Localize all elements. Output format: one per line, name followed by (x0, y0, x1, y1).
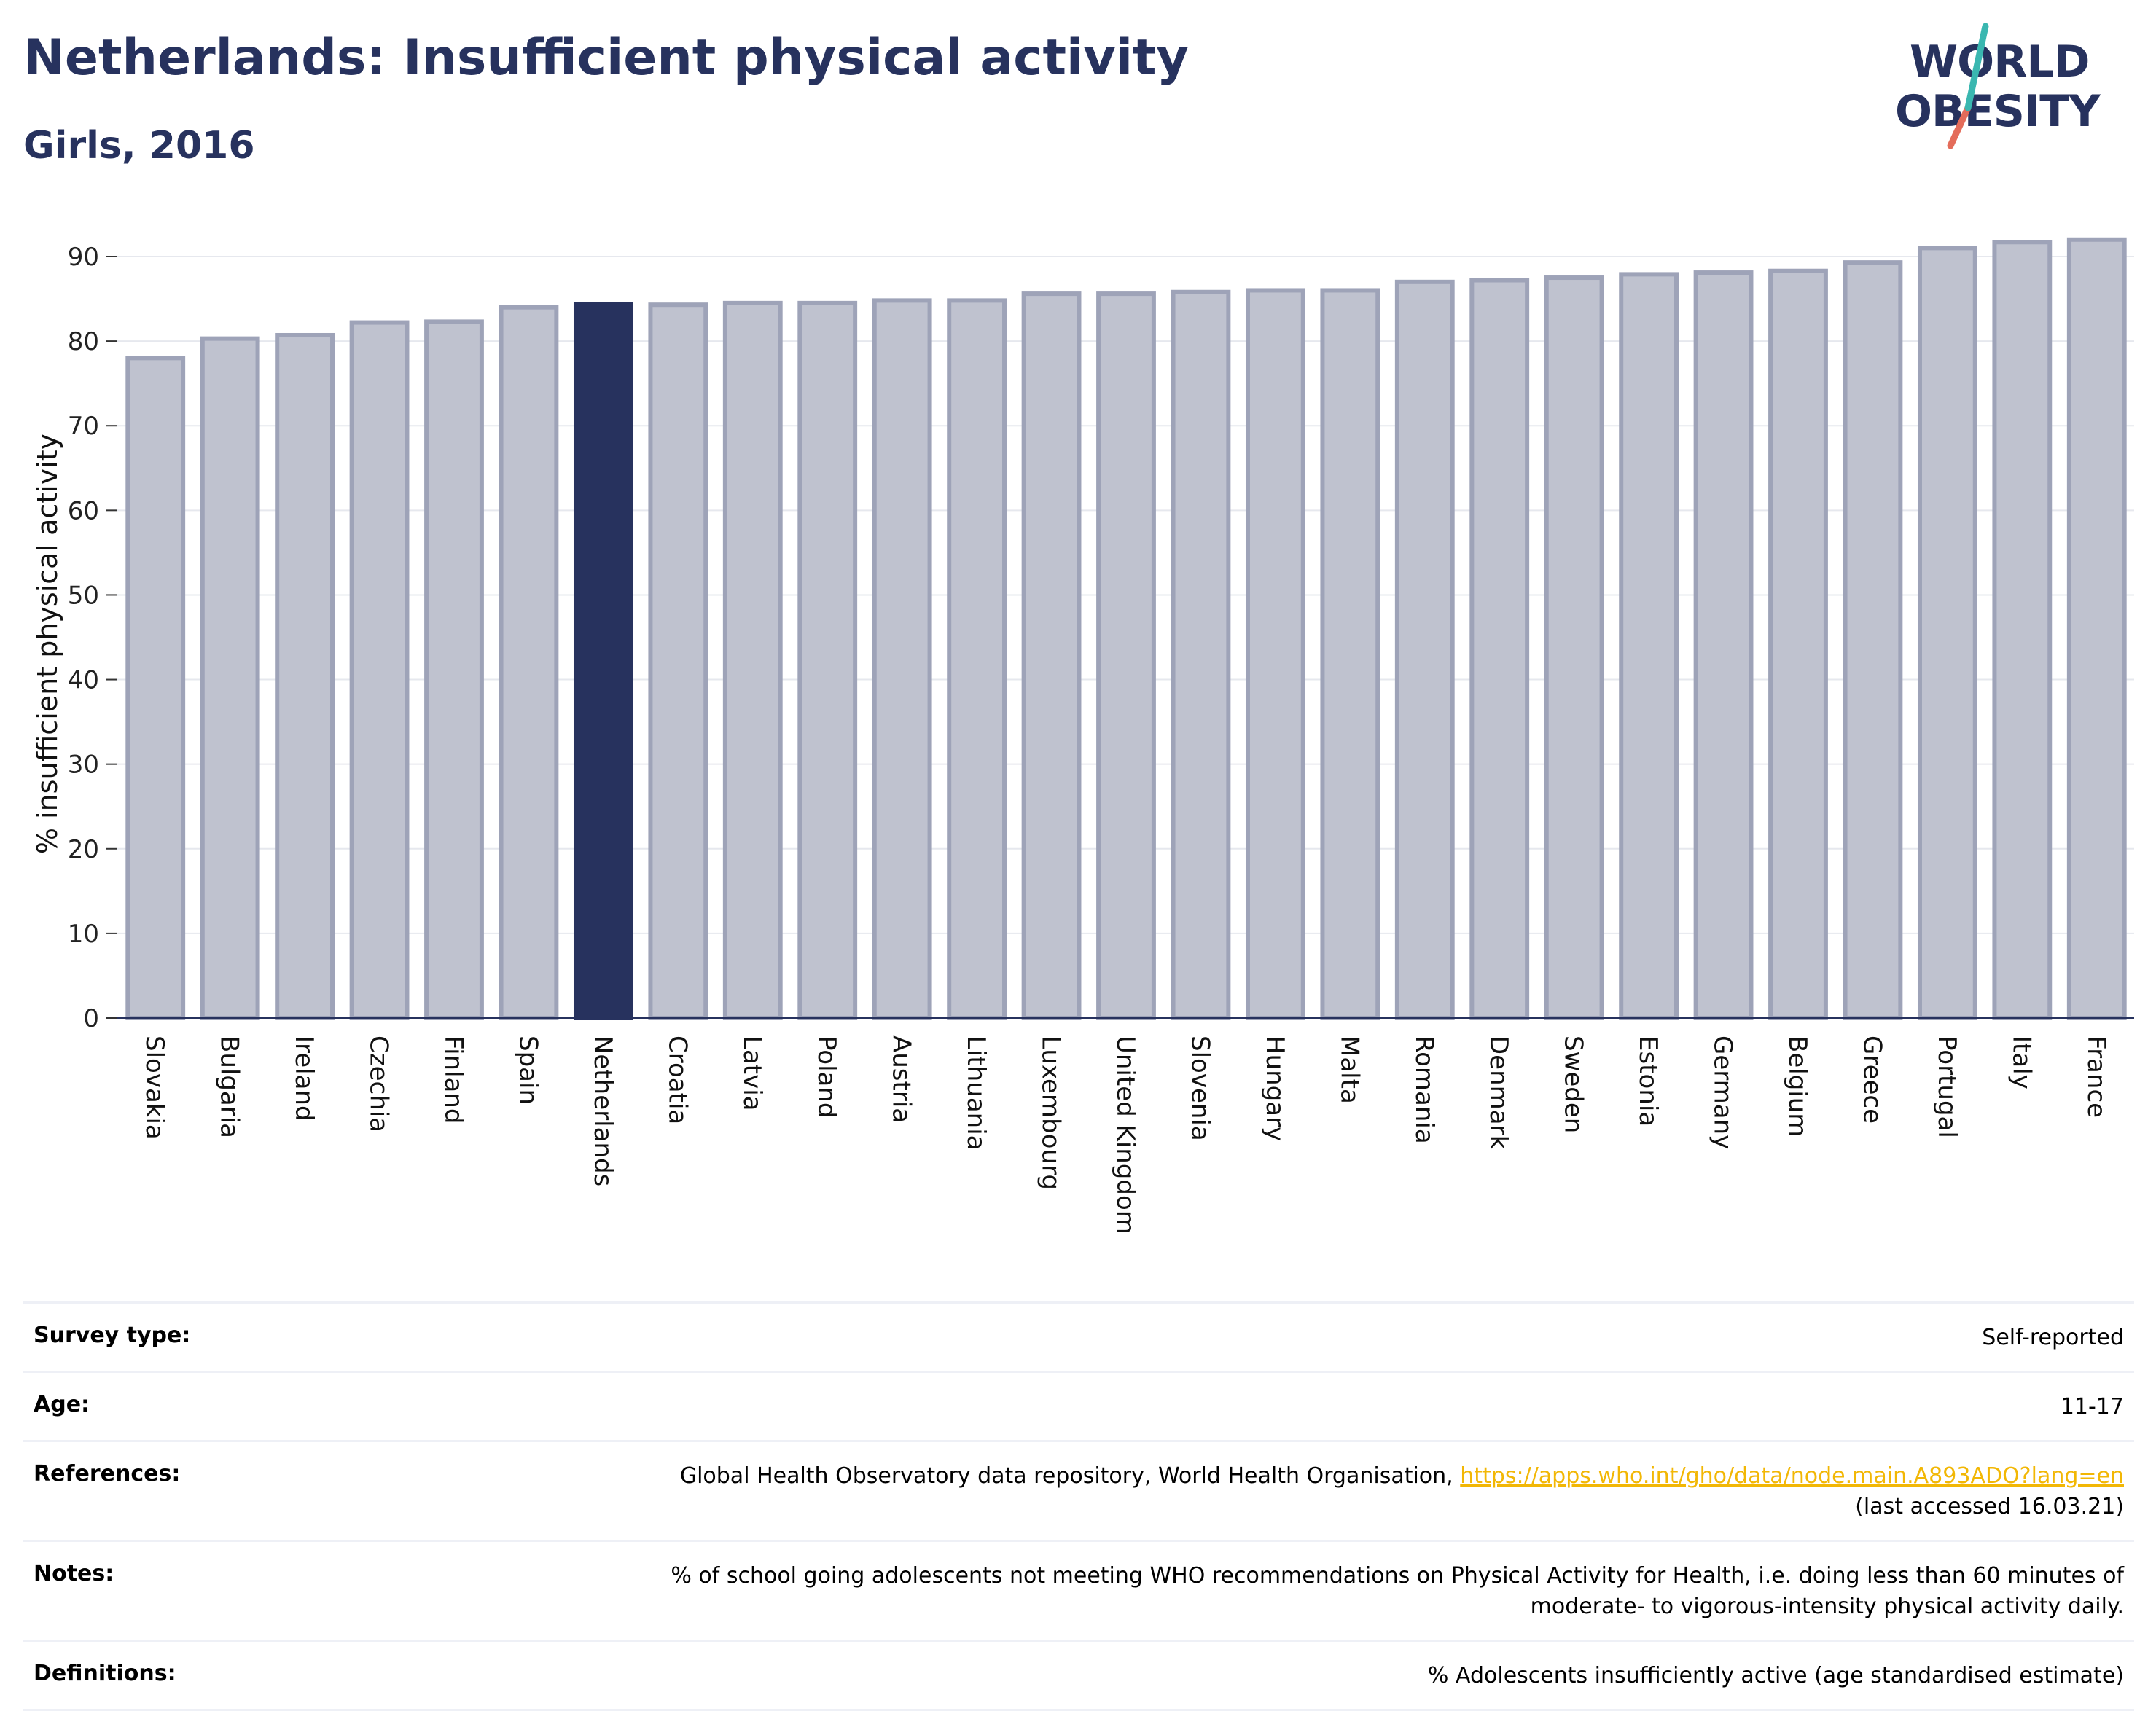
bar-romania (1394, 279, 1455, 1021)
bar-netherlands (573, 302, 633, 1020)
survey-type-label: Survey type: (34, 1323, 191, 1348)
y-tick-label: 90 (68, 243, 99, 272)
bar-estonia (1619, 272, 1679, 1020)
x-tick-label: Estonia (1633, 1035, 1663, 1127)
x-tick-label: Hungary (1260, 1035, 1289, 1141)
y-tick-label: 20 (68, 835, 99, 864)
notes-line-1: % of school going adolescents not meetin… (671, 1563, 2124, 1589)
info-table: Survey type: Self-reported Age: 11-17 Re… (23, 1301, 2134, 1711)
notes-label: Notes: (34, 1561, 114, 1586)
x-tick-label: Slovenia (1185, 1035, 1214, 1141)
references-value: Global Health Observatory data repositor… (680, 1461, 2124, 1522)
y-tick-label: 40 (68, 666, 99, 695)
bar-france (2066, 237, 2127, 1020)
info-row-notes: Notes: % of school going adolescents not… (23, 1540, 2134, 1640)
age-value: 11-17 (2060, 1394, 2124, 1420)
bar-ireland (275, 332, 335, 1020)
x-tick-label: Bulgaria (215, 1035, 244, 1138)
x-tick-label: Portugal (1932, 1035, 1961, 1138)
bar-portugal (1917, 246, 1977, 1020)
x-tick-label: Belgium (1783, 1035, 1812, 1137)
x-tick-label: Spain (513, 1035, 542, 1105)
bar-czechia (349, 320, 410, 1021)
bar-spain (499, 305, 559, 1020)
x-tick-label: Italy (2007, 1035, 2036, 1089)
definitions-label: Definitions: (34, 1661, 176, 1686)
page-title: Netherlands: Insufficient physical activ… (23, 29, 1189, 87)
references-accessed: (last accessed 16.03.21) (1855, 1494, 2124, 1519)
bar-chart: 0 10 20 30 40 50 60 70 80 90 % insufficient physic… (31, 237, 2134, 1234)
bar-hungary (1245, 288, 1305, 1020)
x-tick-label: Sweden (1559, 1035, 1588, 1133)
logo-line-1: WORLD (1910, 36, 2090, 87)
x-tick-label: Finland (439, 1035, 468, 1124)
bar-luxembourg (1021, 291, 1082, 1021)
survey-type-value: Self-reported (1982, 1325, 2124, 1350)
bar-malta (1320, 288, 1380, 1020)
x-tick-label: Czechia (364, 1035, 394, 1132)
x-tick-label: Germany (1708, 1035, 1738, 1149)
references-label: References: (34, 1461, 181, 1487)
logo-line-2: OBESITY (1895, 86, 2101, 137)
info-row-age: Age: 11-17 (23, 1371, 2134, 1440)
x-tick-label: Austria (887, 1035, 916, 1123)
age-label: Age: (34, 1392, 90, 1417)
bar-sweden (1544, 275, 1604, 1020)
info-row-definitions: Definitions: % Adolescents insufficientl… (23, 1640, 2134, 1711)
notes-line-2: moderate- to vigorous-intensity physical… (1530, 1594, 2124, 1619)
notes-value: % of school going adolescents not meetin… (671, 1561, 2124, 1622)
x-tick-label: Greece (1857, 1035, 1886, 1124)
x-tick-label: Luxembourg (1036, 1035, 1066, 1190)
x-tick-label: United Kingdom (1111, 1035, 1140, 1234)
bar-greece (1843, 260, 1903, 1020)
info-row-survey-type: Survey type: Self-reported (23, 1301, 2134, 1371)
page-subtitle: Girls, 2016 (23, 124, 255, 168)
bar-united-kingdom (1096, 291, 1156, 1021)
x-tick-label: Malta (1335, 1035, 1364, 1104)
x-tick-label: Poland (812, 1035, 841, 1119)
x-tick-label: France (2082, 1035, 2111, 1118)
world-obesity-logo: WORLD OBESITY (1895, 22, 2143, 153)
y-axis-label: % insufficient physical activity (31, 434, 63, 854)
x-tick-label: Slovakia (140, 1035, 169, 1140)
references-text: Global Health Observatory data repositor… (679, 1463, 1453, 1489)
info-row-references: References: Global Health Observatory da… (23, 1440, 2134, 1540)
bar-lithuania (947, 298, 1007, 1020)
x-tick-label: Croatia (663, 1035, 692, 1124)
y-tick-label: 30 (68, 751, 99, 780)
y-tick-label: 80 (68, 327, 99, 356)
definitions-value: % Adolescents insufficiently active (age… (1427, 1663, 2124, 1688)
bar-denmark (1469, 278, 1530, 1020)
bar-slovenia (1171, 289, 1231, 1020)
y-tick-label: 60 (68, 496, 99, 525)
y-tick-label: 0 (83, 1004, 99, 1033)
references-link[interactable]: https://apps.who.int/gho/data/node.main.… (1460, 1463, 2124, 1489)
bar-slovakia (125, 356, 186, 1021)
x-tick-label: Lithuania (961, 1035, 991, 1150)
y-tick-label: 70 (68, 412, 99, 441)
bar-poland (797, 300, 858, 1021)
bar-finland (424, 319, 484, 1020)
x-tick-label: Denmark (1484, 1035, 1513, 1150)
y-tick-label: 10 (68, 920, 99, 949)
bar-austria (872, 298, 932, 1020)
x-tick-label: Netherlands (588, 1035, 617, 1186)
x-tick-label: Latvia (738, 1035, 767, 1111)
bar-croatia (648, 302, 708, 1020)
bar-bulgaria (200, 336, 260, 1020)
x-tick-label: Romania (1410, 1035, 1439, 1144)
bar-belgium (1768, 268, 1828, 1020)
bar-germany (1693, 270, 1754, 1020)
bar-italy (1992, 240, 2053, 1020)
bar-latvia (722, 300, 783, 1021)
logo-slash-icon (1947, 23, 1989, 149)
x-tick-label: Ireland (289, 1035, 319, 1121)
y-tick-label: 50 (68, 581, 99, 610)
